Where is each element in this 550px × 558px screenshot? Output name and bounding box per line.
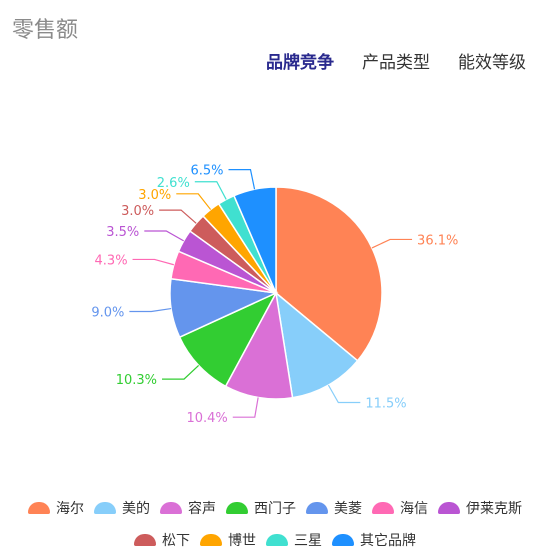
tab-energy-efficiency[interactable]: 能效等级 (458, 53, 526, 73)
data-label: 3.0% (121, 204, 154, 219)
pie-chart: 36.1% 11.5% 10.4% 10.3% 9.0% 4.3% 3.5% 3.0%3.0%… (91, 164, 458, 427)
legend-item[interactable]: 美的 (94, 498, 150, 518)
data-label: 2.6% (157, 176, 190, 191)
legend-swatch-icon (94, 502, 116, 514)
legend-label: 容声 (188, 501, 216, 517)
leader-line (327, 384, 361, 404)
data-label: 6.5% (190, 164, 223, 179)
legend-label: 美菱 (334, 501, 362, 517)
category-tabs: 品牌竞争 产品类型 能效等级 (266, 48, 526, 73)
legend-label: 博世 (228, 533, 256, 549)
legend-item[interactable]: 松下 (134, 530, 190, 550)
data-label: 9.0% (91, 306, 124, 321)
data-label: 4.3% (95, 253, 128, 268)
data-label: 11.5% (365, 397, 406, 412)
legend-swatch-icon (226, 502, 248, 514)
legend-swatch-icon (438, 502, 460, 514)
legend-label: 海信 (400, 501, 428, 517)
legend-swatch-icon (134, 534, 156, 546)
legend-row: 海尔 美的 容声 西门子 美菱 海信 伊莱克斯 (0, 492, 550, 524)
leader-line (132, 258, 174, 266)
legend-row: 松下 博世 三星 其它品牌 (0, 524, 550, 556)
legend-swatch-icon (28, 502, 50, 514)
data-label: 10.3% (116, 373, 157, 388)
legend-label: 西门子 (254, 501, 296, 517)
tab-brand-competition[interactable]: 品牌竞争 (266, 53, 334, 73)
page-title: 零售额 (12, 18, 79, 43)
legend-label: 松下 (162, 533, 190, 549)
legend-item[interactable]: 三星 (266, 530, 322, 550)
legend-label: 美的 (122, 501, 150, 517)
legend-item[interactable]: 美菱 (306, 498, 362, 518)
legend-swatch-icon (266, 534, 288, 546)
leader-line (176, 193, 212, 210)
legend-label: 伊莱克斯 (466, 501, 522, 517)
legend-label: 其它品牌 (360, 533, 416, 549)
legend-swatch-icon (200, 534, 222, 546)
legend-item[interactable]: 博世 (200, 530, 256, 550)
chart-legend: 海尔 美的 容声 西门子 美菱 海信 伊莱克斯 松下 博世 三星 其它品牌 (0, 492, 550, 556)
pie-slice[interactable] (232, 186, 277, 294)
legend-item[interactable]: 容声 (160, 498, 216, 518)
legend-label: 三星 (294, 533, 322, 549)
legend-swatch-icon (160, 502, 182, 514)
data-label: 10.4% (186, 411, 227, 426)
legend-label: 海尔 (56, 501, 84, 517)
leader-line (162, 365, 200, 380)
leader-line (228, 169, 256, 190)
leader-line (144, 230, 185, 242)
legend-item[interactable]: 海尔 (28, 498, 84, 518)
pie-slice[interactable] (224, 290, 294, 400)
data-label: 3.5% (106, 225, 139, 240)
pie-slice[interactable] (274, 291, 359, 399)
legend-swatch-icon (372, 502, 394, 514)
legend-item[interactable]: 西门子 (226, 498, 296, 518)
legend-item[interactable]: 其它品牌 (332, 530, 416, 550)
leader-line (194, 181, 227, 200)
leader-line (159, 209, 197, 224)
data-label: 3.0% (138, 188, 171, 203)
legend-swatch-icon (332, 534, 354, 546)
legend-item[interactable]: 伊莱克斯 (438, 498, 522, 518)
leader-line (129, 307, 172, 313)
leader-line (232, 397, 259, 418)
legend-item[interactable]: 海信 (372, 498, 428, 518)
legend-swatch-icon (306, 502, 328, 514)
tab-product-type[interactable]: 产品类型 (362, 53, 430, 73)
data-label: 36.1% (417, 233, 458, 248)
leader-line (371, 238, 413, 249)
